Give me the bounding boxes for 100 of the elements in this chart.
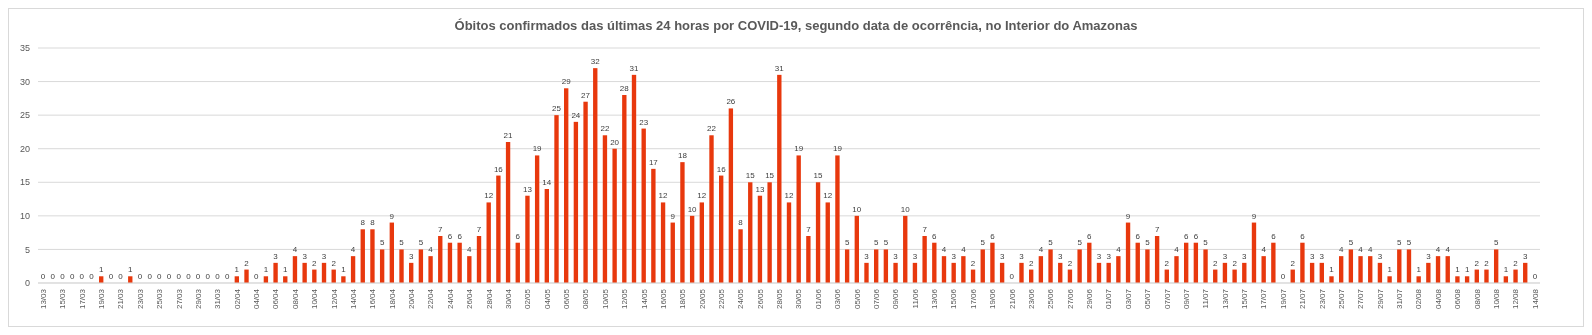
data-label: 4 bbox=[1368, 245, 1374, 255]
data-label: 1 bbox=[1503, 265, 1509, 275]
data-label: 22 bbox=[707, 124, 717, 134]
data-label: 4 bbox=[292, 245, 298, 255]
bar bbox=[1116, 256, 1121, 283]
data-label: 4 bbox=[1038, 245, 1044, 255]
data-label: 0 bbox=[137, 272, 143, 281]
bar bbox=[864, 262, 869, 283]
data-label: 6 bbox=[990, 231, 996, 241]
data-label: 1 bbox=[1416, 265, 1422, 275]
data-label: 0 bbox=[195, 272, 201, 281]
data-label: 3 bbox=[408, 251, 414, 261]
y-tick-label: 15 bbox=[19, 177, 30, 188]
bar bbox=[980, 249, 985, 283]
bar bbox=[1387, 276, 1392, 283]
x-tick-label: 27/06 bbox=[1065, 288, 1075, 310]
data-label: 18 bbox=[677, 151, 688, 161]
x-tick-label: 02/08 bbox=[1414, 288, 1424, 310]
x-tick-label: 10/05 bbox=[600, 288, 610, 310]
bar bbox=[379, 249, 385, 283]
data-label: 1 bbox=[1455, 265, 1461, 275]
data-label: 3 bbox=[912, 251, 918, 261]
data-label: 0 bbox=[176, 272, 182, 281]
data-label: 5 bbox=[1048, 238, 1054, 248]
data-label: 7 bbox=[922, 225, 928, 234]
bar bbox=[893, 262, 898, 283]
data-label: 1 bbox=[234, 265, 240, 275]
data-label: 4 bbox=[428, 245, 434, 255]
bar bbox=[709, 135, 714, 283]
data-label: 0 bbox=[118, 272, 124, 281]
data-label: 3 bbox=[302, 251, 308, 261]
bar bbox=[418, 249, 424, 283]
x-tick-label: 13/07 bbox=[1220, 288, 1230, 310]
bar bbox=[1145, 249, 1150, 283]
bar bbox=[554, 115, 559, 283]
bar bbox=[302, 262, 307, 283]
data-label: 1 bbox=[1329, 265, 1335, 275]
bar bbox=[874, 249, 879, 283]
bar bbox=[505, 142, 511, 283]
bar bbox=[399, 249, 404, 283]
x-tick-label: 11/06 bbox=[910, 288, 920, 309]
bar bbox=[438, 236, 443, 283]
data-label: 5 bbox=[1077, 238, 1083, 248]
x-tick-label: 28/05 bbox=[775, 288, 785, 310]
x-tick-label: 13/06 bbox=[930, 288, 940, 310]
bar bbox=[1513, 269, 1518, 283]
data-label: 28 bbox=[619, 84, 630, 93]
x-tick-label: 06/04 bbox=[271, 288, 281, 310]
data-label: 12 bbox=[658, 191, 669, 201]
x-tick-label: 15/06 bbox=[949, 288, 959, 310]
data-label: 7 bbox=[438, 225, 444, 234]
bar bbox=[573, 121, 579, 283]
x-tick-label: 07/06 bbox=[871, 288, 881, 310]
x-tick-label: 25/03 bbox=[155, 288, 165, 310]
bar bbox=[622, 95, 627, 283]
data-label: 0 bbox=[1532, 272, 1538, 281]
x-tick-label: 04/04 bbox=[252, 288, 261, 310]
x-tick-label: 17/06 bbox=[968, 288, 978, 310]
bar bbox=[1251, 222, 1257, 283]
data-label: 5 bbox=[1493, 238, 1499, 248]
data-label: 16 bbox=[716, 164, 727, 174]
y-tick-label: 30 bbox=[19, 76, 30, 87]
data-label: 4 bbox=[1174, 245, 1180, 255]
bar bbox=[854, 215, 859, 283]
data-label: 3 bbox=[951, 251, 957, 261]
bar bbox=[1048, 249, 1053, 283]
x-tick-label: 10/08 bbox=[1491, 288, 1501, 310]
data-label: 7 bbox=[1154, 225, 1160, 234]
data-label: 31 bbox=[774, 63, 785, 73]
data-label: 15 bbox=[745, 171, 756, 181]
data-label: 23 bbox=[639, 117, 649, 127]
data-label: 10 bbox=[852, 204, 862, 214]
bar bbox=[467, 256, 472, 283]
bar bbox=[1203, 249, 1208, 283]
data-label: 9 bbox=[389, 211, 395, 221]
x-tick-label: 08/04 bbox=[290, 288, 300, 310]
data-label: 5 bbox=[1406, 238, 1412, 248]
bar bbox=[1125, 222, 1131, 283]
x-tick-label: 16/05 bbox=[658, 288, 668, 310]
data-label: 0 bbox=[1280, 272, 1286, 281]
x-tick-label: 25/06 bbox=[1046, 288, 1056, 310]
bar bbox=[660, 202, 666, 283]
x-tick-label: 20/05 bbox=[697, 288, 707, 310]
x-tick-label: 25/07 bbox=[1336, 288, 1346, 310]
x-tick-label: 12/05 bbox=[620, 288, 630, 310]
y-tick-label: 10 bbox=[19, 211, 30, 222]
bar bbox=[689, 215, 695, 283]
data-label: 1 bbox=[263, 265, 269, 275]
data-label: 0 bbox=[89, 272, 95, 281]
data-label: 6 bbox=[1300, 231, 1306, 241]
data-label: 5 bbox=[844, 238, 850, 248]
data-label: 32 bbox=[590, 57, 601, 67]
x-tick-label: 26/05 bbox=[755, 288, 765, 310]
data-label: 3 bbox=[1096, 251, 1102, 261]
x-tick-label: 06/05 bbox=[561, 288, 571, 310]
x-tick-label: 24/05 bbox=[736, 288, 746, 310]
data-label: 3 bbox=[1319, 251, 1325, 261]
x-tick-label: 01/07 bbox=[1104, 288, 1114, 310]
data-label: 4 bbox=[350, 245, 356, 255]
data-label: 3 bbox=[1019, 251, 1025, 261]
